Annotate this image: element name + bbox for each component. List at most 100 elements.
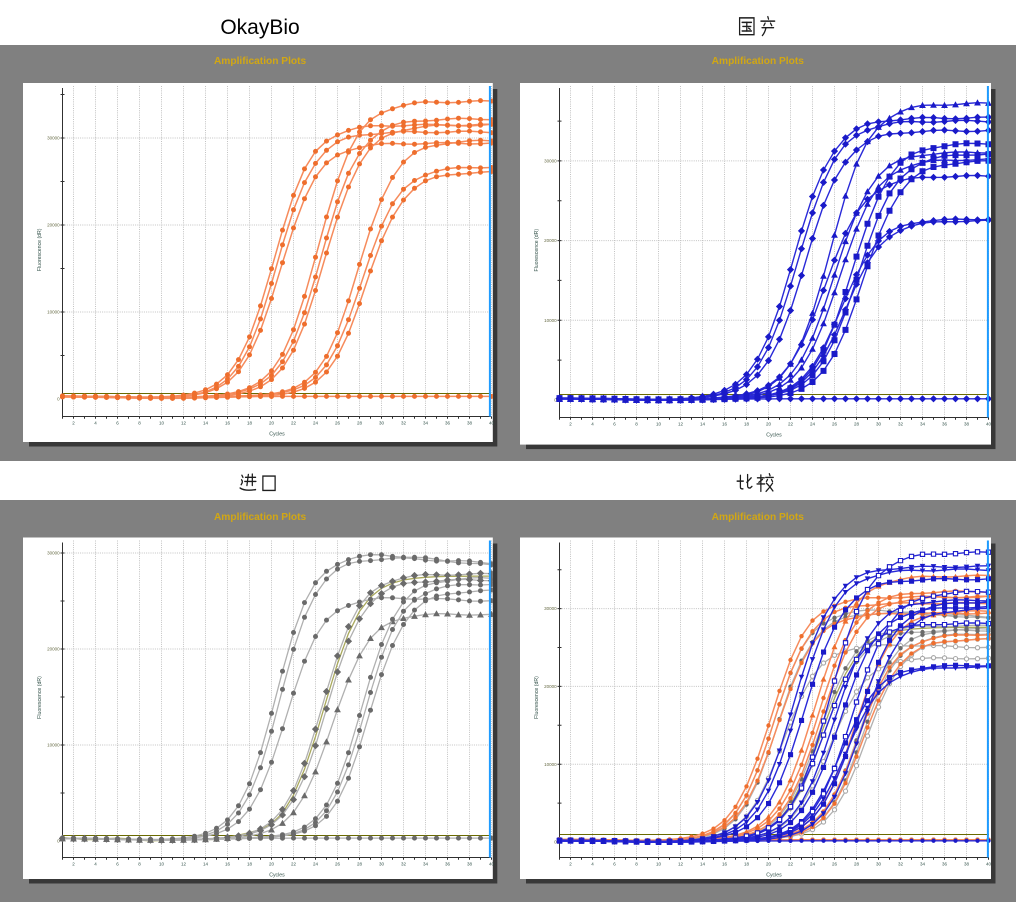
svg-text:10000: 10000 <box>544 318 557 323</box>
svg-text:30: 30 <box>379 421 385 426</box>
svg-text:Amplification Plots: Amplification Plots <box>214 56 307 67</box>
svg-text:20: 20 <box>269 421 275 426</box>
svg-text:26: 26 <box>832 422 838 427</box>
svg-text:0: 0 <box>554 398 557 403</box>
svg-text:30: 30 <box>876 862 882 867</box>
svg-text:32: 32 <box>401 862 407 867</box>
svg-text:22: 22 <box>788 862 794 867</box>
svg-text:Fluorescence (dR): Fluorescence (dR) <box>37 676 43 719</box>
svg-text:16: 16 <box>722 862 728 867</box>
svg-text:18: 18 <box>744 862 750 867</box>
svg-text:Fluorescence (dR): Fluorescence (dR) <box>37 228 43 271</box>
svg-text:36: 36 <box>445 862 451 867</box>
svg-text:36: 36 <box>942 422 948 427</box>
svg-text:24: 24 <box>313 862 319 867</box>
svg-text:20000: 20000 <box>544 238 557 243</box>
svg-text:20000: 20000 <box>47 223 60 228</box>
svg-text:18: 18 <box>744 422 750 427</box>
svg-text:16: 16 <box>225 421 231 426</box>
svg-text:Fluorescence (dR): Fluorescence (dR) <box>534 676 540 719</box>
svg-text:6: 6 <box>613 862 616 867</box>
svg-text:30000: 30000 <box>544 606 557 611</box>
svg-text:16: 16 <box>225 862 231 867</box>
svg-text:24: 24 <box>810 862 816 867</box>
svg-text:4: 4 <box>591 422 594 427</box>
svg-text:40: 40 <box>986 862 992 867</box>
svg-text:14: 14 <box>700 862 706 867</box>
svg-text:28: 28 <box>357 421 363 426</box>
svg-text:16: 16 <box>722 422 728 427</box>
svg-text:Fluorescence (dR): Fluorescence (dR) <box>534 229 540 272</box>
svg-text:30000: 30000 <box>47 136 60 141</box>
svg-text:32: 32 <box>898 862 904 867</box>
svg-text:28: 28 <box>357 862 363 867</box>
svg-text:10000: 10000 <box>47 310 60 315</box>
svg-text:38: 38 <box>467 421 473 426</box>
svg-text:10: 10 <box>656 862 662 867</box>
svg-text:Cycles: Cycles <box>269 432 285 438</box>
svg-text:26: 26 <box>832 862 838 867</box>
svg-text:14: 14 <box>203 421 209 426</box>
svg-text:Cycles: Cycles <box>269 873 285 879</box>
svg-text:Cycles: Cycles <box>766 873 782 879</box>
svg-text:12: 12 <box>181 421 187 426</box>
svg-text:0: 0 <box>57 397 60 402</box>
svg-text:32: 32 <box>401 421 407 426</box>
svg-text:8: 8 <box>635 862 638 867</box>
svg-text:Amplification Plots: Amplification Plots <box>712 512 805 523</box>
svg-text:30000: 30000 <box>544 159 557 164</box>
svg-text:2: 2 <box>72 862 75 867</box>
svg-text:0: 0 <box>554 840 557 845</box>
svg-text:2: 2 <box>569 862 572 867</box>
svg-text:OkayBio: OkayBio <box>220 16 299 39</box>
svg-text:22: 22 <box>291 862 297 867</box>
svg-text:4: 4 <box>94 421 97 426</box>
svg-text:26: 26 <box>335 421 341 426</box>
svg-text:4: 4 <box>591 862 594 867</box>
svg-text:10000: 10000 <box>47 743 60 748</box>
svg-text:30000: 30000 <box>47 551 60 556</box>
svg-text:10000: 10000 <box>544 762 557 767</box>
svg-text:12: 12 <box>678 862 684 867</box>
svg-text:18: 18 <box>247 862 253 867</box>
svg-text:8: 8 <box>635 422 638 427</box>
svg-text:12: 12 <box>181 862 187 867</box>
svg-text:Amplification Plots: Amplification Plots <box>214 512 307 523</box>
svg-text:14: 14 <box>203 862 209 867</box>
svg-text:20000: 20000 <box>544 684 557 689</box>
svg-text:4: 4 <box>94 862 97 867</box>
svg-text:20: 20 <box>766 862 772 867</box>
svg-text:10: 10 <box>159 421 165 426</box>
svg-text:14: 14 <box>700 422 706 427</box>
svg-text:6: 6 <box>116 862 119 867</box>
svg-text:22: 22 <box>291 421 297 426</box>
svg-text:28: 28 <box>854 862 860 867</box>
svg-text:20: 20 <box>766 422 772 427</box>
svg-text:0: 0 <box>57 839 60 844</box>
svg-text:2: 2 <box>72 421 75 426</box>
svg-text:6: 6 <box>613 422 616 427</box>
svg-text:40: 40 <box>489 862 495 867</box>
svg-text:34: 34 <box>423 421 429 426</box>
svg-text:40: 40 <box>986 422 992 427</box>
svg-text:36: 36 <box>445 421 451 426</box>
svg-text:10: 10 <box>159 862 165 867</box>
svg-text:34: 34 <box>423 862 429 867</box>
svg-text:30: 30 <box>379 862 385 867</box>
svg-text:34: 34 <box>920 862 926 867</box>
svg-text:38: 38 <box>964 862 970 867</box>
svg-text:22: 22 <box>788 422 794 427</box>
svg-text:2: 2 <box>569 422 572 427</box>
svg-text:18: 18 <box>247 421 253 426</box>
svg-text:12: 12 <box>678 422 684 427</box>
svg-text:38: 38 <box>964 422 970 427</box>
svg-text:Cycles: Cycles <box>766 433 782 439</box>
svg-text:38: 38 <box>467 862 473 867</box>
svg-text:8: 8 <box>138 862 141 867</box>
svg-text:8: 8 <box>138 421 141 426</box>
svg-text:32: 32 <box>898 422 904 427</box>
svg-text:28: 28 <box>854 422 860 427</box>
svg-text:40: 40 <box>489 421 495 426</box>
svg-text:26: 26 <box>335 862 341 867</box>
svg-text:34: 34 <box>920 422 926 427</box>
